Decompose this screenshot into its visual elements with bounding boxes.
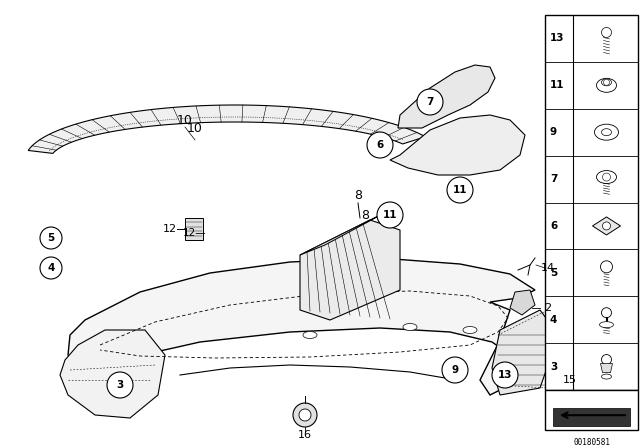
Text: 12—: 12— xyxy=(183,228,207,238)
Circle shape xyxy=(602,27,611,38)
Circle shape xyxy=(40,257,62,279)
Text: 4: 4 xyxy=(47,263,54,273)
FancyBboxPatch shape xyxy=(553,408,630,426)
Text: 13: 13 xyxy=(498,370,512,380)
Circle shape xyxy=(442,357,468,383)
Text: 9: 9 xyxy=(451,365,459,375)
Text: 5: 5 xyxy=(47,233,54,243)
Text: 9: 9 xyxy=(550,127,557,137)
Text: 3: 3 xyxy=(116,380,124,390)
Ellipse shape xyxy=(596,171,616,184)
Ellipse shape xyxy=(463,327,477,333)
Circle shape xyxy=(604,79,609,85)
Ellipse shape xyxy=(595,124,618,140)
Text: 2: 2 xyxy=(545,303,552,313)
Text: 15: 15 xyxy=(563,375,577,385)
Circle shape xyxy=(602,173,611,181)
Polygon shape xyxy=(68,258,535,395)
Text: 10: 10 xyxy=(177,113,193,126)
FancyBboxPatch shape xyxy=(545,390,638,430)
Circle shape xyxy=(367,132,393,158)
Text: 3: 3 xyxy=(550,362,557,371)
Ellipse shape xyxy=(403,323,417,331)
Text: 8: 8 xyxy=(361,208,369,221)
Polygon shape xyxy=(390,115,525,175)
Polygon shape xyxy=(398,65,495,128)
Text: 6: 6 xyxy=(550,221,557,231)
Ellipse shape xyxy=(602,79,611,86)
Circle shape xyxy=(293,403,317,427)
Ellipse shape xyxy=(596,78,616,92)
Polygon shape xyxy=(593,217,621,235)
Text: 8: 8 xyxy=(354,189,362,202)
Circle shape xyxy=(492,362,518,388)
FancyBboxPatch shape xyxy=(185,218,203,240)
Text: 7: 7 xyxy=(426,97,434,107)
Text: 4: 4 xyxy=(550,314,557,325)
Circle shape xyxy=(602,354,611,365)
Text: 14: 14 xyxy=(541,263,555,273)
Circle shape xyxy=(447,177,473,203)
Circle shape xyxy=(417,89,443,115)
Polygon shape xyxy=(60,330,165,418)
Text: 12: 12 xyxy=(163,224,177,234)
Polygon shape xyxy=(510,290,535,315)
Polygon shape xyxy=(492,310,555,395)
Circle shape xyxy=(299,409,311,421)
Text: 16: 16 xyxy=(298,430,312,440)
FancyBboxPatch shape xyxy=(545,15,638,390)
Text: 00180581: 00180581 xyxy=(573,438,610,447)
Circle shape xyxy=(107,372,133,398)
Circle shape xyxy=(600,261,612,273)
Polygon shape xyxy=(300,220,400,320)
Circle shape xyxy=(602,308,611,318)
Ellipse shape xyxy=(303,332,317,339)
Polygon shape xyxy=(600,364,612,373)
Ellipse shape xyxy=(602,129,611,136)
Ellipse shape xyxy=(602,374,611,379)
Polygon shape xyxy=(300,210,390,255)
Circle shape xyxy=(40,227,62,249)
Text: 5: 5 xyxy=(550,268,557,278)
Text: 11: 11 xyxy=(550,80,564,90)
Polygon shape xyxy=(28,105,426,153)
Text: 11: 11 xyxy=(383,210,397,220)
Text: 7: 7 xyxy=(550,174,557,184)
Text: 13: 13 xyxy=(550,34,564,43)
Ellipse shape xyxy=(600,322,614,327)
Text: 10: 10 xyxy=(187,121,203,134)
Circle shape xyxy=(602,222,611,230)
Text: 11: 11 xyxy=(452,185,467,195)
Text: 6: 6 xyxy=(376,140,383,150)
Circle shape xyxy=(377,202,403,228)
